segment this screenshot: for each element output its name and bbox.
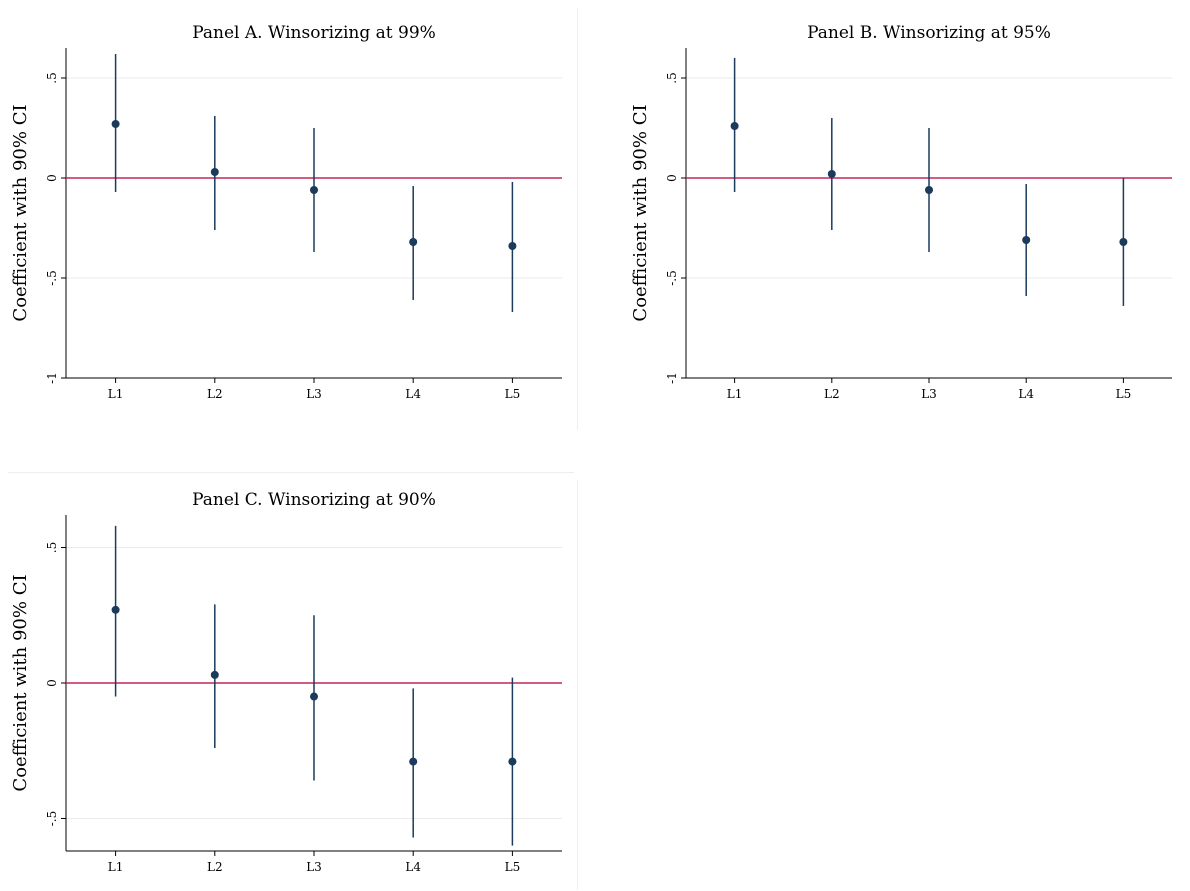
chart-panel-b-x-tick-label: L1	[727, 387, 743, 401]
panel-divider	[577, 8, 578, 430]
chart-panel-c-y-tick-label: .5	[45, 542, 59, 553]
chart-panel-b-point-L1	[730, 122, 739, 130]
chart-panel-b-point-L3	[925, 186, 933, 194]
chart-panel-b-y-tick-label: -1	[665, 372, 679, 384]
chart-panel-a-y-tick-label: 0	[45, 174, 59, 182]
chart-panel-b-x-tick-label: L2	[824, 387, 840, 401]
chart-panel-b-x-tick-label: L4	[1018, 387, 1034, 401]
chart-panel-c-point-L1	[111, 605, 120, 614]
chart-panel-b-svg: -1 -.5 0 .5 L1 L2 L3 L4 L5 Panel B. Winsorizing a…	[630, 23, 1172, 401]
chart-panel-b-point-L2	[827, 170, 836, 178]
chart-panel-c-x-tick-label: L2	[207, 860, 223, 874]
chart-panel-c-x-tick-label: L5	[505, 860, 521, 874]
chart-panel-a-title: Panel A. Winsorizing at 99%	[192, 23, 436, 43]
chart-panel-a-x-tick-label: L2	[207, 387, 223, 401]
panel-divider	[577, 480, 578, 890]
chart-panel-c-y-tick-label: -.5	[45, 811, 59, 827]
chart-panel-a-y-label: Coefficient with 90% CI	[10, 104, 31, 321]
chart-panel-a-point-L1	[111, 120, 120, 128]
chart-panel-c-y-tick-label: 0	[45, 679, 59, 687]
chart-panel-b-title: Panel B. Winsorizing at 95%	[807, 23, 1051, 43]
chart-panel-c-svg: -.5 0 .5 L1 L2 L3 L4 L5 Panel C. Winsorizing at …	[10, 490, 562, 874]
panel-divider	[8, 472, 574, 473]
chart-panel-c-point-L2	[210, 670, 219, 679]
chart-panel-b-y-tick-label: 0	[665, 174, 679, 182]
chart-panel-a-y-tick-label: -.5	[45, 270, 59, 286]
chart-panel-b-point-L5	[1119, 238, 1128, 246]
chart-panel-a-point-L5	[508, 242, 517, 250]
chart-panel-a-y-tick-label: -1	[45, 372, 59, 384]
chart-panel-c-point-L4	[409, 757, 418, 766]
chart-panel-b-y-tick-label: .5	[665, 72, 679, 83]
chart-panel-a-x-tick-label: L5	[505, 387, 521, 401]
chart-panel-c-x-tick-label: L4	[405, 860, 421, 874]
chart-panel-c-x-tick-label: L1	[108, 860, 124, 874]
chart-panel-a-point-L3	[310, 186, 318, 194]
chart-panel-a-x-tick-label: L1	[108, 387, 124, 401]
chart-panel-a-point-L4	[409, 238, 418, 246]
chart-panel-b-point-L4	[1022, 236, 1031, 244]
chart-panel-c-y-label: Coefficient with 90% CI	[10, 574, 31, 791]
chart-panel-b-y-label: Coefficient with 90% CI	[630, 104, 651, 321]
chart-panel-c: -.5 0 .5 L1 L2 L3 L4 L5 Panel C. Winsorizing at …	[0, 475, 578, 891]
chart-panel-c-title: Panel C. Winsorizing at 90%	[192, 490, 436, 510]
chart-panel-c-x-tick-label: L3	[306, 860, 322, 874]
chart-panel-c-point-L3	[310, 692, 318, 701]
chart-panel-b-x-tick-label: L5	[1116, 387, 1132, 401]
chart-panel-a-svg: -1 -.5 0 .5 L1 L2 L3 L4 L5 Panel A. Winsorizing a…	[10, 23, 562, 401]
chart-panel-a: -1 -.5 0 .5 L1 L2 L3 L4 L5 Panel A. Winsorizing a…	[0, 0, 578, 432]
chart-panel-b-x-tick-label: L3	[921, 387, 937, 401]
chart-panel-a-x-tick-label: L4	[405, 387, 421, 401]
chart-panel-b-y-tick-label: -.5	[665, 270, 679, 286]
chart-panel-a-y-tick-label: .5	[45, 72, 59, 83]
chart-panel-a-x-tick-label: L3	[306, 387, 322, 401]
chart-panel-b: -1 -.5 0 .5 L1 L2 L3 L4 L5 Panel B. Winsorizing a…	[620, 0, 1190, 432]
chart-panel-c-point-L5	[508, 757, 517, 766]
chart-panel-a-point-L2	[210, 168, 219, 176]
